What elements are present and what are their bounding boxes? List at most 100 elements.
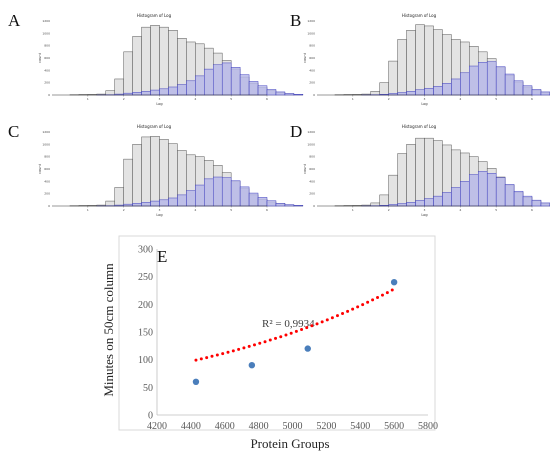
hist-bar-subset bbox=[424, 87, 434, 96]
hist-x-tick: 4 bbox=[194, 208, 196, 212]
hist-bar-all bbox=[123, 51, 133, 96]
hist-bar-subset bbox=[451, 78, 461, 96]
hist-y-tick: 600 bbox=[309, 56, 315, 60]
data-point bbox=[304, 345, 311, 352]
y-tick-label: 100 bbox=[138, 355, 153, 366]
hist-x-tick: 1 bbox=[87, 97, 89, 101]
hist-y-tick: 600 bbox=[44, 56, 50, 60]
y-tick-label: 0 bbox=[148, 411, 153, 422]
hist-bar-subset bbox=[239, 186, 250, 207]
hist-x-tick: 6 bbox=[266, 208, 268, 212]
hist-bar-subset bbox=[150, 89, 160, 96]
hist-bar-subset bbox=[186, 190, 196, 207]
hist-y-tick: 800 bbox=[44, 155, 50, 159]
hist-bar-subset bbox=[195, 75, 205, 96]
hist-bar-all bbox=[433, 29, 443, 96]
hist-x-tick: 4 bbox=[459, 208, 461, 212]
y-tick-label: 250 bbox=[138, 272, 153, 283]
hist-bar-all bbox=[132, 144, 142, 207]
hist-bar-subset bbox=[495, 177, 506, 207]
hist-bar-subset bbox=[486, 61, 497, 96]
hist-x-tick: 3 bbox=[159, 208, 161, 212]
hist-bar-subset bbox=[293, 205, 304, 207]
hist-bar-subset bbox=[513, 80, 524, 96]
hist-x-tick: 1 bbox=[352, 97, 354, 101]
x-tick-label: 5200 bbox=[316, 421, 336, 432]
hist-bar-subset bbox=[451, 187, 461, 207]
x-tick-label: 5600 bbox=[384, 421, 404, 432]
hist-title: Histogram of Log bbox=[402, 13, 437, 18]
hist-bar-subset bbox=[397, 203, 407, 207]
hist-bar-all bbox=[397, 39, 407, 96]
hist-y-tick: 1000 bbox=[307, 31, 315, 35]
hist-y-tick: 0 bbox=[48, 204, 50, 208]
hist-x-label: Log bbox=[421, 102, 427, 106]
hist-bar-subset bbox=[442, 83, 452, 96]
hist-bar-subset bbox=[275, 91, 286, 96]
hist-bar-subset bbox=[433, 86, 443, 96]
hist-bar-subset bbox=[266, 89, 277, 96]
hist-bar-all bbox=[388, 60, 398, 96]
hist-y-tick: 1200 bbox=[42, 19, 50, 23]
hist-y-tick: 400 bbox=[309, 179, 315, 183]
hist-bar-all bbox=[424, 25, 434, 96]
hist-bar-subset bbox=[213, 64, 223, 96]
hist-bar-all bbox=[406, 30, 416, 96]
y-tick-label: 300 bbox=[138, 245, 153, 256]
hist-y-tick: 1200 bbox=[307, 19, 315, 23]
hist-bar-subset bbox=[132, 91, 142, 96]
hist-y-tick: 1000 bbox=[42, 142, 50, 146]
x-axis-label: Protein Groups bbox=[250, 436, 329, 451]
hist-y-label: count bbox=[38, 163, 42, 174]
histogram-panel-c: C Histogram of Log count Log 0 200 400 600 800 1… bbox=[8, 122, 304, 217]
x-tick-label: 5400 bbox=[350, 421, 370, 432]
hist-y-tick: 200 bbox=[44, 81, 50, 85]
hist-bar-subset bbox=[397, 92, 407, 96]
x-tick-label: 4600 bbox=[215, 421, 235, 432]
scatter-panel-e: E R² = 0,9934 Protein Groups Minutes on … bbox=[101, 235, 438, 451]
hist-bar-subset bbox=[442, 192, 452, 207]
hist-bar-all bbox=[415, 24, 425, 96]
hist-bar-subset bbox=[248, 81, 259, 96]
hist-bar-subset bbox=[433, 195, 443, 207]
hist-bar-all bbox=[105, 200, 115, 207]
hist-bar-subset bbox=[540, 91, 550, 96]
hist-x-tick: 4 bbox=[194, 97, 196, 101]
hist-title: Histogram of Log bbox=[137, 13, 172, 18]
hist-bar-subset bbox=[123, 203, 133, 207]
hist-y-tick: 600 bbox=[309, 167, 315, 171]
hist-bar-subset bbox=[293, 94, 304, 96]
hist-bar-subset bbox=[406, 202, 416, 207]
hist-y-tick: 400 bbox=[44, 68, 50, 72]
hist-x-tick: 3 bbox=[424, 208, 426, 212]
hist-bar-subset bbox=[123, 92, 133, 96]
hist-bar-all bbox=[397, 153, 407, 207]
hist-y-tick: 200 bbox=[309, 81, 315, 85]
hist-x-tick: 2 bbox=[123, 208, 125, 212]
hist-bar-subset bbox=[221, 62, 232, 96]
hist-bar-subset bbox=[239, 74, 250, 96]
panel-letter-a: A bbox=[8, 11, 21, 30]
hist-x-tick: 1 bbox=[87, 208, 89, 212]
r-squared-annotation: R² = 0,9934 bbox=[262, 318, 315, 330]
x-tick-label: 4800 bbox=[249, 421, 269, 432]
hist-y-tick: 400 bbox=[44, 179, 50, 183]
hist-title: Histogram of Log bbox=[402, 124, 437, 129]
hist-bar-subset bbox=[257, 197, 268, 207]
hist-bar-all bbox=[114, 187, 124, 207]
hist-bar-subset bbox=[248, 192, 259, 207]
hist-bar-subset bbox=[204, 178, 214, 207]
hist-x-label: Log bbox=[156, 213, 162, 217]
hist-bar-subset bbox=[275, 203, 286, 207]
hist-x-tick: 2 bbox=[388, 97, 390, 101]
hist-bar-subset bbox=[504, 73, 515, 96]
hist-x-tick: 5 bbox=[495, 97, 497, 101]
hist-bar-subset bbox=[195, 184, 205, 207]
hist-bar-all bbox=[141, 26, 151, 96]
hist-x-tick: 6 bbox=[531, 97, 533, 101]
y-tick-label: 200 bbox=[138, 300, 153, 311]
hist-bar-subset bbox=[415, 200, 425, 207]
hist-y-label: count bbox=[303, 163, 307, 174]
hist-bar-all bbox=[159, 139, 169, 207]
hist-bar-all bbox=[168, 30, 178, 96]
